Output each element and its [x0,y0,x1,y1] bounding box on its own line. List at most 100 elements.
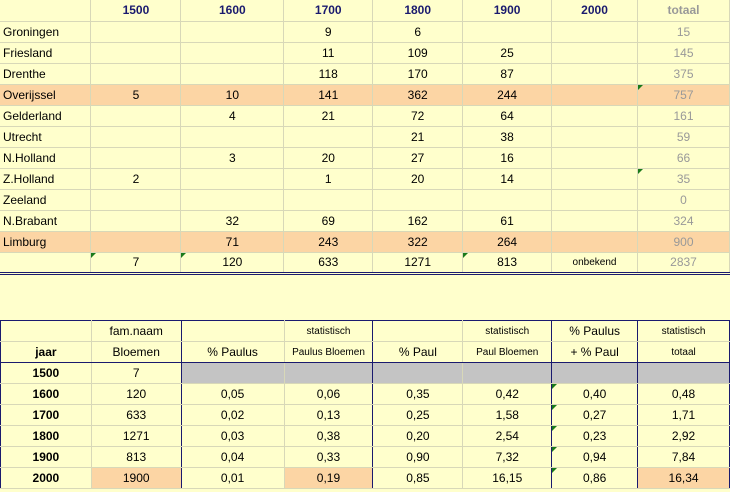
province-total-cell[interactable]: 66 [637,147,730,169]
stats-header-cell[interactable]: + % Paul [551,341,639,363]
province-value-cell[interactable]: 109 [372,42,464,64]
stat-value-cell[interactable] [637,362,730,384]
province-value-cell[interactable]: 11 [283,42,374,64]
province-value-cell[interactable]: 69 [283,210,374,232]
total-cell[interactable]: 1271 [372,252,464,275]
province-value-cell[interactable]: 244 [462,84,553,106]
province-value-cell[interactable] [180,189,285,211]
province-value-cell[interactable]: 5 [90,84,182,106]
province-total-cell[interactable]: 757 [637,84,730,106]
province-name-cell[interactable]: Groningen [0,21,92,43]
province-value-cell[interactable]: 2 [90,168,182,190]
province-value-cell[interactable] [180,42,285,64]
province-value-cell[interactable] [180,21,285,43]
province-value-cell[interactable]: 118 [283,63,374,85]
province-value-cell[interactable] [90,231,182,253]
province-value-cell[interactable]: 6 [372,21,464,43]
province-total-cell[interactable]: 15 [637,21,730,43]
stats-header-cell[interactable]: % Paul [372,341,464,363]
province-value-cell[interactable]: 264 [462,231,553,253]
header-cell[interactable]: 1900 [462,0,553,22]
province-value-cell[interactable] [551,105,638,127]
stat-value-cell[interactable]: 0,42 [462,383,553,405]
stat-value-cell[interactable]: 0,04 [181,446,285,468]
stat-value-cell[interactable]: 0,94 [551,446,639,468]
stat-value-cell[interactable]: 2,92 [637,425,730,447]
stat-value-cell[interactable]: 1271 [91,425,182,447]
province-value-cell[interactable] [551,63,638,85]
stat-value-cell[interactable] [284,362,374,384]
stats-header-cell[interactable]: totaal [637,341,730,363]
stat-value-cell[interactable]: 0,35 [372,383,464,405]
province-value-cell[interactable]: 162 [372,210,464,232]
province-name-cell[interactable]: Zeeland [0,189,92,211]
total-cell[interactable]: 120 [180,252,285,275]
province-value-cell[interactable]: 170 [372,63,464,85]
header-cell[interactable]: totaal [637,0,730,22]
province-value-cell[interactable]: 38 [462,126,553,148]
province-value-cell[interactable]: 64 [462,105,553,127]
year-cell[interactable]: 1800 [0,425,92,447]
province-name-cell[interactable]: Gelderland [0,105,92,127]
province-value-cell[interactable] [283,126,374,148]
province-value-cell[interactable]: 20 [372,168,464,190]
province-value-cell[interactable] [180,126,285,148]
province-value-cell[interactable] [551,231,638,253]
province-value-cell[interactable]: 362 [372,84,464,106]
province-value-cell[interactable] [180,63,285,85]
stat-value-cell[interactable] [181,362,285,384]
stat-value-cell[interactable]: 0,02 [181,404,285,426]
stat-value-cell[interactable]: 1,58 [462,404,553,426]
province-name-cell[interactable]: Drenthe [0,63,92,85]
stat-value-cell[interactable]: 1,71 [637,404,730,426]
stats-header-cell[interactable] [0,320,92,342]
stat-value-cell[interactable]: 2,54 [462,425,553,447]
header-cell[interactable]: 2000 [551,0,638,22]
province-value-cell[interactable] [551,168,638,190]
province-total-cell[interactable]: 35 [637,168,730,190]
province-value-cell[interactable] [90,189,182,211]
province-value-cell[interactable] [90,42,182,64]
province-value-cell[interactable]: 322 [372,231,464,253]
province-value-cell[interactable]: 87 [462,63,553,85]
province-name-cell[interactable]: N.Holland [0,147,92,169]
province-value-cell[interactable]: 72 [372,105,464,127]
province-value-cell[interactable] [283,189,374,211]
province-value-cell[interactable] [551,126,638,148]
stat-value-cell[interactable]: 0,40 [551,383,639,405]
province-total-cell[interactable]: 59 [637,126,730,148]
province-value-cell[interactable]: 32 [180,210,285,232]
province-value-cell[interactable]: 14 [462,168,553,190]
stat-value-cell[interactable]: 0,03 [181,425,285,447]
stat-value-cell[interactable]: 7,84 [637,446,730,468]
province-value-cell[interactable] [551,189,638,211]
stat-value-cell[interactable]: 0,38 [284,425,374,447]
province-value-cell[interactable] [551,147,638,169]
stats-header-cell[interactable]: jaar [0,341,92,363]
province-value-cell[interactable]: 10 [180,84,285,106]
province-value-cell[interactable]: 141 [283,84,374,106]
province-total-cell[interactable]: 161 [637,105,730,127]
province-value-cell[interactable]: 27 [372,147,464,169]
province-value-cell[interactable]: 21 [372,126,464,148]
stat-value-cell[interactable]: 0,13 [284,404,374,426]
stat-value-cell[interactable]: 0,90 [372,446,464,468]
province-value-cell[interactable] [551,84,638,106]
province-value-cell[interactable]: 9 [283,21,374,43]
province-total-cell[interactable]: 900 [637,231,730,253]
province-value-cell[interactable] [551,42,638,64]
province-value-cell[interactable] [90,147,182,169]
province-value-cell[interactable]: 25 [462,42,553,64]
province-value-cell[interactable] [462,21,553,43]
stats-header-cell[interactable] [181,320,285,342]
province-value-cell[interactable]: 61 [462,210,553,232]
province-value-cell[interactable]: 3 [180,147,285,169]
stat-value-cell[interactable] [372,362,464,384]
province-name-cell[interactable]: Z.Holland [0,168,92,190]
stats-header-cell[interactable]: statistisch [284,320,374,342]
total-cell[interactable]: 633 [283,252,374,275]
year-cell[interactable]: 1500 [0,362,92,384]
stat-value-cell[interactable] [462,362,553,384]
header-cell[interactable] [0,0,92,22]
grand-total-cell[interactable]: 2837 [637,252,730,275]
